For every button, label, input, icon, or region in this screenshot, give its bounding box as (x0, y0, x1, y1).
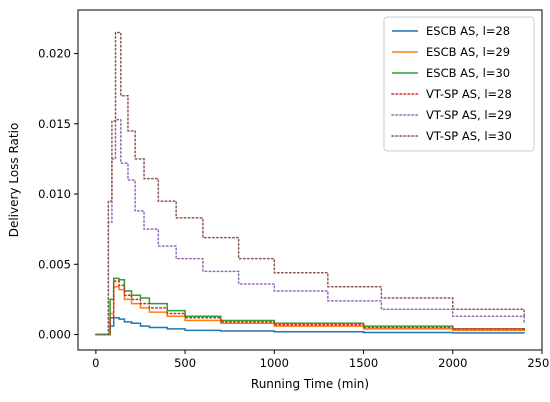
legend-box (383, 16, 535, 152)
series-line-3 (95, 277, 525, 336)
series-line-6 (95, 31, 525, 336)
series-line-4 (95, 280, 525, 336)
x-tick-label: 0 (92, 356, 99, 370)
y-tick-label: 0.020 (38, 47, 71, 61)
series-line-1 (95, 316, 525, 336)
legend-label: ESCB AS, l=29 (426, 45, 510, 59)
plot-frame (77, 9, 543, 351)
y-tick-label: 0.015 (38, 117, 71, 131)
legend-label: VT-SP AS, l=29 (426, 108, 512, 122)
x-tick-label: 2000 (438, 356, 467, 370)
legend: ESCB AS, l=28 ESCB AS, l=29 ESCB AS, l=30 V… (383, 16, 535, 152)
x-tick-label: 1000 (260, 356, 289, 370)
legend-label: VT-SP AS, l=28 (426, 87, 512, 101)
x-axis-label: Running Time (min) (251, 377, 369, 391)
y-axis-label: Delivery Loss Ratio (7, 123, 21, 238)
y-tick-label: 0.010 (38, 187, 71, 201)
x-tick-label: 500 (174, 356, 196, 370)
legend-label: ESCB AS, l=30 (426, 66, 510, 80)
y-tick-label: 0.005 (38, 257, 71, 271)
legend-label: VT-SP AS, l=30 (426, 129, 512, 143)
series-line-5 (95, 118, 525, 336)
y-tick-label: 0.000 (38, 328, 71, 342)
x-tick-label: 1500 (349, 356, 378, 370)
y-axis: 0.000 0.005 0.010 0.015 0.020 (38, 47, 78, 342)
plot-lines (95, 31, 525, 336)
legend-label: ESCB AS, l=28 (426, 24, 510, 38)
